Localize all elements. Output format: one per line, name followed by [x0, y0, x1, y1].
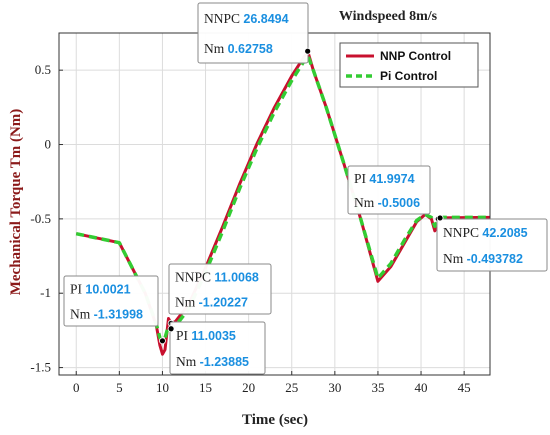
datatip-box	[347, 165, 431, 215]
tick-labels: 0 5 10 15 20 25 30 35 40 45 -1.5 -1 -0.5 0 0.5	[30, 62, 470, 395]
series-line-pi-control	[75, 53, 490, 343]
datatip-value: 42.2085	[482, 226, 527, 240]
datatip-label: NNPC	[204, 11, 243, 26]
datatip-line: PI 10.0021	[70, 282, 131, 297]
x-tick-label: 45	[458, 380, 471, 395]
datatips: NNPC 26.8494 Nm 0.62758 PI 41.9974 Nm -0.50…	[63, 2, 548, 375]
x-tick-label: 0	[73, 380, 80, 395]
datatip-label: PI	[70, 282, 85, 297]
datatip-marker	[159, 337, 166, 345]
datatip-label: Nm	[204, 41, 228, 56]
datatip: NNPC 11.0068 Nm -1.20227	[167, 263, 272, 327]
x-tick-label: 20	[242, 380, 255, 395]
datatip-value: 11.0035	[191, 329, 236, 343]
datatip-value: -1.31998	[94, 308, 143, 322]
x-tick-label: 35	[371, 380, 384, 395]
datatip-label: Nm	[175, 295, 199, 310]
legend-label-pi: Pi Control	[380, 69, 437, 83]
datatip-box	[168, 263, 272, 315]
datatip-value: 11.0068	[214, 271, 259, 285]
x-tick-label: 15	[199, 380, 212, 395]
legend-box	[339, 42, 479, 88]
datatip-line: NNPC 11.0068	[175, 270, 259, 285]
datatip-box	[169, 321, 266, 375]
series-lines	[75, 49, 491, 356]
datatip-marker	[304, 47, 312, 55]
datatip-marker	[436, 214, 444, 222]
datatip-label: Nm	[176, 354, 200, 369]
y-tick-label: 0.5	[35, 62, 51, 77]
y-tick-label: 0	[45, 137, 52, 152]
y-tick-label: -0.5	[30, 211, 51, 226]
x-tick-label: 30	[328, 380, 341, 395]
datatip-label: Nm	[354, 195, 378, 210]
datatip-label: PI	[354, 171, 369, 186]
x-tick-label: 40	[415, 380, 428, 395]
datatip-line: Nm -0.5006	[354, 195, 420, 210]
datatip-line: Nm -0.493782	[443, 251, 523, 266]
datatip-value: -1.23885	[200, 355, 249, 369]
datatip-line: Nm -1.31998	[70, 307, 143, 322]
datatip: PI 41.9974 Nm -0.5006	[347, 165, 442, 223]
datatip-line: Nm -1.23885	[176, 354, 249, 369]
x-tick-label: 25	[285, 380, 298, 395]
datatip-line: PI 11.0035	[176, 328, 236, 343]
annotation-title: Windspeed 8m/s	[339, 9, 438, 24]
legend-label-nnp: NNP Control	[380, 49, 451, 63]
datatip: PI 11.0035 Nm -1.23885	[167, 321, 266, 375]
datatip: NNPC 26.8494 Nm 0.62758	[197, 2, 312, 64]
datatip: NNPC 42.2085 Nm -0.493782	[436, 214, 548, 272]
x-axis-label: Time (sec)	[242, 412, 308, 428]
datatip-box	[63, 275, 159, 327]
datatip-line: Nm 0.62758	[204, 41, 273, 56]
y-tick-label: -1	[40, 285, 51, 300]
datatip-label: NNPC	[175, 270, 214, 285]
x-tick-label: 10	[156, 380, 169, 395]
datatip-box	[197, 2, 309, 64]
datatip-value: -0.493782	[467, 252, 523, 266]
datatip-label: PI	[176, 328, 191, 343]
datatip-value: 41.9974	[369, 172, 414, 186]
datatip: PI 10.0021 Nm -1.31998	[63, 275, 166, 345]
datatip-marker	[167, 325, 175, 333]
datatip-label: NNPC	[443, 225, 482, 240]
datatip-box	[436, 218, 548, 272]
datatip-line: PI 41.9974	[354, 171, 415, 186]
datatip-value: 0.62758	[228, 42, 273, 56]
y-tick-label: -1.5	[30, 360, 51, 375]
datatip-value: -1.20227	[199, 296, 248, 310]
legend: NNP Control Pi Control	[339, 42, 479, 88]
datatip-value: 26.8494	[243, 12, 288, 26]
datatip-label: Nm	[70, 307, 94, 322]
datatip-value: 10.0021	[85, 283, 130, 297]
datatip-label: Nm	[443, 251, 467, 266]
datatip-line: NNPC 26.8494	[204, 11, 289, 26]
y-axis-label: Mechanical Torque Tm (Nm)	[8, 109, 24, 296]
datatip-line: NNPC 42.2085	[443, 225, 528, 240]
datatip-line: Nm -1.20227	[175, 295, 248, 310]
series-line-nnp-control	[75, 49, 491, 356]
datatip-value: -0.5006	[378, 196, 420, 210]
x-tick-label: 5	[116, 380, 123, 395]
